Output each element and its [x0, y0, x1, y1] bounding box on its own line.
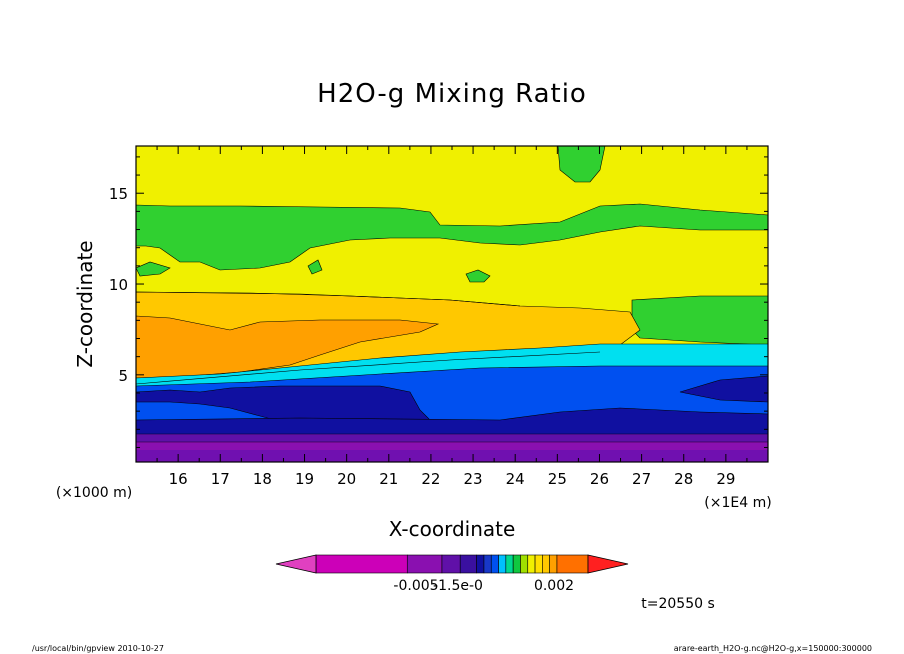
y-tick-label: 15 — [109, 185, 128, 203]
contour-fill-upper-green — [136, 203, 768, 271]
colorbar-segment — [406, 554, 443, 574]
x-tick-label: 21 — [379, 470, 398, 488]
colorbar-segment — [520, 554, 529, 574]
x-tick-label: 29 — [716, 470, 735, 488]
footer-left: /usr/local/bin/gpview 2010-10-27 — [32, 644, 164, 653]
colorbar-segment — [527, 554, 536, 574]
colorbar-segment — [315, 554, 408, 574]
colorbar-label: 0.002 — [534, 578, 574, 594]
colorbar-segment — [476, 554, 485, 574]
contour-line — [136, 291, 521, 307]
colorbar-segment — [556, 554, 589, 574]
x-axis-ticks: 16 17 18 19 20 21 22 23 24 25 26 27 28 29 — [156, 146, 748, 488]
x-axis-label: X-coordinate — [389, 517, 516, 541]
y-axis-ticks: 5 10 15 — [109, 156, 768, 448]
colorbar-segment — [549, 554, 558, 574]
x-tick-label: 22 — [421, 470, 440, 488]
colorbar-segment — [459, 554, 477, 574]
contour-fill-green-blob — [136, 261, 171, 277]
x-unit-label: (×1E4 m) — [704, 495, 771, 511]
x-tick-label: 23 — [464, 470, 483, 488]
colorbar — [275, 554, 629, 574]
contour-fill-green-blob — [307, 259, 323, 275]
chart-title: H2O-g Mixing Ratio — [317, 79, 587, 109]
x-tick-label: 19 — [295, 470, 314, 488]
x-tick-label: 20 — [337, 470, 356, 488]
contour-line — [136, 351, 601, 385]
x-tick-label: 17 — [211, 470, 230, 488]
x-tick-label: 27 — [632, 470, 651, 488]
y-axis-label: Z-coordinate — [73, 240, 97, 367]
contour-plot-area — [136, 146, 768, 462]
x-tick-label: 24 — [506, 470, 525, 488]
y-tick-label: 5 — [118, 367, 128, 385]
x-tick-label: 28 — [674, 470, 693, 488]
contour-fill-green-blob — [465, 269, 491, 283]
colorbar-segment — [534, 554, 543, 574]
colorbar-segment — [542, 554, 550, 574]
x-tick-label: 18 — [253, 470, 272, 488]
contour-fill-magenta — [136, 450, 768, 462]
contour-fill-right-green — [631, 295, 768, 346]
colorbar-label: -1.5e-0 — [433, 578, 483, 594]
colorbar-left-extend — [275, 554, 317, 574]
colorbar-right-extend — [587, 554, 629, 574]
time-label: t=20550 s — [641, 596, 715, 612]
y-tick-label: 10 — [109, 276, 128, 294]
colorbar-labels: -0.005-1.5e-0 0.002 — [393, 578, 574, 594]
colorbar-segment — [505, 554, 514, 574]
footer-right: arare-earth_H2O-g.nc@H2O-g,x=150000:3000… — [674, 644, 872, 653]
colorbar-segment — [483, 554, 492, 574]
x-tick-label: 25 — [548, 470, 567, 488]
colorbar-segment — [490, 554, 499, 574]
colorbar-segment — [498, 554, 507, 574]
colorbar-label: -0.005 — [393, 578, 438, 594]
colorbar-segment — [512, 554, 521, 574]
x-tick-label: 26 — [590, 470, 609, 488]
colorbar-segment — [441, 554, 461, 574]
contour-fill-top-green — [557, 146, 606, 183]
x-tick-label: 16 — [169, 470, 188, 488]
contour-fill-dark-blue — [679, 375, 768, 403]
y-unit-label: (×1000 m) — [56, 485, 132, 501]
